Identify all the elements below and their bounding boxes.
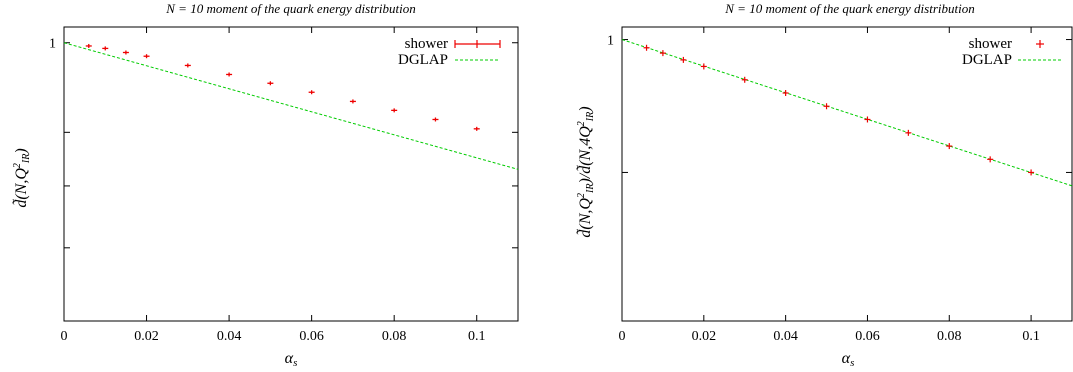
legend-label-dglap: DGLAP [398,52,448,68]
shower-point [432,117,439,122]
shower-point [122,50,129,55]
x-axis-label: αs [285,350,298,369]
dglap-series [621,39,1073,187]
x-tick-label: 0 [61,329,68,344]
x-tick-label: 0.08 [382,329,407,344]
legend: shower DGLAP [962,36,1063,68]
x-tick-label: 0.04 [217,329,242,344]
chart-title: N = 10 moment of the quark energy distri… [724,1,975,16]
plot-frame [621,26,1073,322]
x-tick-label: 0.06 [855,329,880,344]
x-axis: 0 0.02 0.04 0.06 0.08 0.1 [61,27,486,344]
plot-frame [63,26,519,322]
x-tick-label: 0.08 [937,329,962,344]
dglap-line [621,39,1073,187]
shower-point [143,54,150,59]
x-tick-label: 0.04 [773,329,798,344]
shower-point [905,129,912,136]
shower-point [85,43,92,48]
shower-series [643,44,1035,176]
shower-point [864,116,871,123]
y-axis-label: d̃(N,Q2IR)/d̃(N,4Q2IR) [576,106,596,237]
shower-point [391,108,398,113]
shower-point [102,46,109,51]
x-axis: 0 0.02 0.04 0.06 0.08 0.1 [619,27,1040,344]
dglap-line [63,42,519,170]
shower-point [184,63,191,68]
legend-label-dglap: DGLAP [962,52,1012,68]
legend-marker-shower [454,40,501,48]
legend-label-shower: shower [969,36,1012,52]
y-axis-label: d̃(N,Q2IR) [12,148,32,207]
dglap-series [63,42,519,170]
chart-panel-right: N = 10 moment of the quark energy distri… [576,1,1073,369]
shower-point [659,50,666,57]
shower-point [823,103,830,110]
shower-point [700,63,707,70]
y-tick-label: 1 [607,34,614,49]
x-tick-label: 0.1 [468,329,486,344]
shower-point [987,156,994,163]
shower-point [741,76,748,83]
shower-point [226,72,233,77]
legend-marker-shower [1036,40,1044,48]
x-tick-label: 0.1 [1022,329,1040,344]
shower-point [680,56,687,63]
shower-point [1028,169,1035,176]
legend: shower DGLAP [398,36,501,68]
shower-point [308,90,315,95]
chart-title: N = 10 moment of the quark energy distri… [165,1,416,16]
legend-label-shower: shower [405,36,448,52]
shower-series [85,43,480,131]
x-tick-label: 0.06 [299,329,324,344]
x-tick-label: 0.02 [134,329,159,344]
chart-panel-left: N = 10 moment of the quark energy distri… [12,1,519,369]
shower-point [349,99,356,104]
shower-point [946,143,953,150]
shower-point [782,90,789,97]
shower-point [473,126,480,131]
y-axis: 1 [49,37,518,249]
shower-point [643,44,650,51]
y-tick-label: 1 [49,37,56,52]
x-tick-label: 0.02 [692,329,717,344]
x-tick-label: 0 [619,329,626,344]
x-axis-label: αs [842,350,855,369]
shower-point [267,81,274,86]
